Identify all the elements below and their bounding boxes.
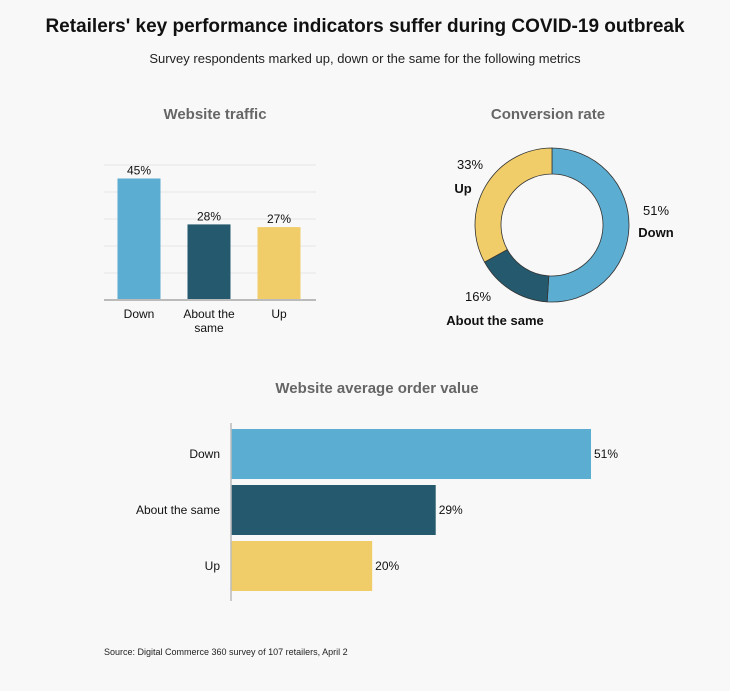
aov-chart-title: Website average order value bbox=[275, 380, 479, 397]
conversion-value-label-up: 33% bbox=[457, 157, 483, 172]
aov-bar-down bbox=[231, 429, 591, 479]
traffic-value-label-down: 45% bbox=[127, 164, 151, 178]
conversion-slice-down bbox=[546, 147, 630, 303]
traffic-bar-up bbox=[257, 227, 301, 300]
conversion-value-label-down: 51% bbox=[643, 203, 669, 218]
traffic-value-label-up: 27% bbox=[267, 212, 291, 226]
traffic-category-label-about-the-same: About the bbox=[183, 307, 235, 321]
source-note: Source: Digital Commerce 360 survey of 1… bbox=[104, 647, 348, 657]
aov-value-label-down: 51% bbox=[594, 447, 618, 461]
conversion-category-label-down: Down bbox=[638, 225, 673, 240]
conversion-slice-about-the-same bbox=[483, 249, 550, 303]
conversion-chart-title: Conversion rate bbox=[490, 106, 606, 123]
conversion-value-label-about-the-same: 16% bbox=[465, 289, 491, 304]
aov-bar-about-the-same bbox=[231, 485, 436, 535]
aov-value-label-up: 20% bbox=[375, 559, 399, 573]
aov-category-label-about-the-same: About the same bbox=[136, 503, 220, 517]
page-subtitle: Survey respondents marked up, down or th… bbox=[149, 51, 581, 66]
traffic-chart-title: Website traffic bbox=[163, 106, 267, 123]
aov-bar-up bbox=[231, 541, 373, 591]
aov-category-label-up: Up bbox=[205, 559, 221, 573]
traffic-bar-about-the-same bbox=[187, 224, 231, 300]
conversion-category-label-about-the-same: About the same bbox=[446, 313, 544, 328]
conversion-slice-up bbox=[474, 147, 553, 263]
traffic-category-label-about-the-same-line2: same bbox=[194, 321, 224, 335]
traffic-category-label-down: Down bbox=[124, 307, 155, 321]
traffic-value-label-about-the-same: 28% bbox=[197, 209, 221, 223]
aov-category-label-down: Down bbox=[189, 447, 220, 461]
page-title: Retailers' key performance indicators su… bbox=[45, 16, 685, 37]
aov-value-label-about-the-same: 29% bbox=[439, 503, 463, 517]
traffic-bar-down bbox=[117, 178, 161, 300]
conversion-category-label-up: Up bbox=[454, 181, 471, 196]
traffic-category-label-up: Up bbox=[271, 307, 287, 321]
